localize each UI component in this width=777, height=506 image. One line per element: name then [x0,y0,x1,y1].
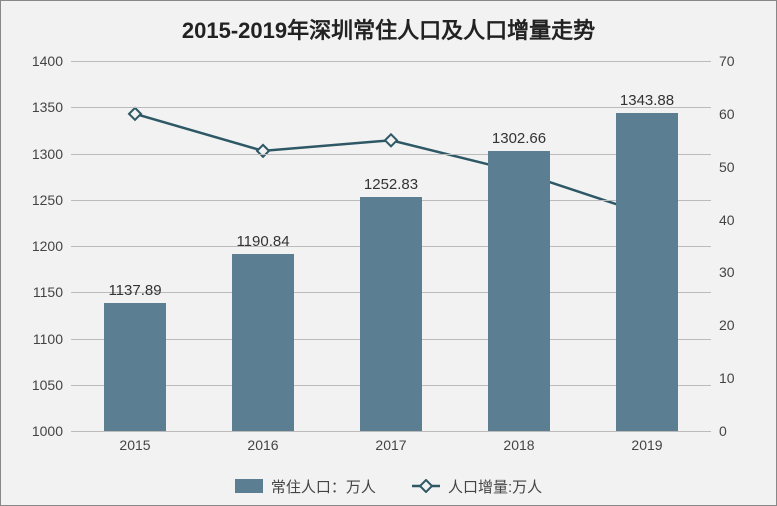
legend-item-line: 人口增量:万人 [412,476,542,497]
x-tick-label: 2016 [247,437,278,453]
y-right-tick-label: 20 [719,317,759,333]
y-left-tick-label: 1100 [13,331,63,347]
y-right-tick-label: 50 [719,159,759,175]
legend: 常住人口：万人 人口增量:万人 [1,476,776,498]
gridline [71,107,711,108]
bar [488,151,549,431]
legend-label-bar: 常住人口：万人 [271,476,376,497]
y-left-tick-label: 1000 [13,423,63,439]
bar [104,303,165,431]
x-tick-label: 2018 [503,437,534,453]
bar-value-label: 1252.83 [364,176,418,193]
y-right-tick-label: 30 [719,264,759,280]
y-right-tick-label: 0 [719,423,759,439]
y-left-tick-label: 1050 [13,377,63,393]
y-left-tick-label: 1350 [13,99,63,115]
bar [360,197,421,431]
x-tick-label: 2015 [119,437,150,453]
y-left-tick-label: 1400 [13,53,63,69]
line-marker-diamond [257,145,269,157]
gridline [71,154,711,155]
legend-item-bar: 常住人口：万人 [235,476,376,497]
y-right-tick-label: 60 [719,106,759,122]
legend-swatch-bar [235,479,263,493]
bar-value-label: 1343.88 [620,92,674,109]
bar-value-label: 1137.89 [108,282,161,299]
bar [616,113,677,431]
y-left-tick-label: 1200 [13,238,63,254]
x-tick-label: 2019 [631,437,662,453]
gridline [71,431,711,432]
line-marker-diamond [129,108,141,120]
gridline [71,61,711,62]
y-right-tick-label: 40 [719,212,759,228]
y-right-tick-label: 70 [719,53,759,69]
chart-container: 2015-2019年深圳常住人口及人口增量走势 1000105011001150… [0,0,777,506]
chart-title: 2015-2019年深圳常住人口及人口增量走势 [1,1,776,45]
y-left-tick-label: 1150 [13,284,63,300]
bar-value-label: 1190.84 [236,233,289,250]
y-left-tick-label: 1300 [13,146,63,162]
legend-label-line: 人口增量:万人 [448,476,542,497]
line-marker-diamond [385,134,397,146]
bar [232,254,293,431]
bar-value-label: 1302.66 [492,130,546,147]
y-right-tick-label: 10 [719,370,759,386]
y-left-tick-label: 1250 [13,192,63,208]
plot-area: 1000105011001150120012501300135014000102… [71,61,711,431]
x-tick-label: 2017 [375,437,406,453]
legend-marker-line [412,479,440,493]
